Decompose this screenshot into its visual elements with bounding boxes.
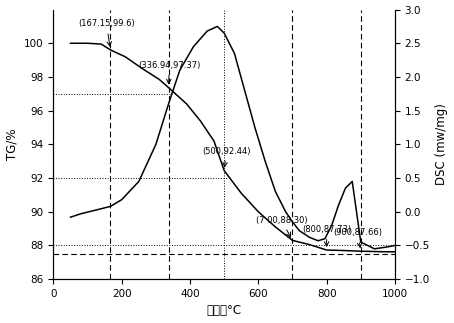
Text: (800,87.73): (800,87.73) [302,225,351,246]
Text: (167.15,99.6): (167.15,99.6) [78,19,135,46]
Text: (900,87.66): (900,87.66) [333,228,382,247]
Text: (500,92.44): (500,92.44) [202,147,251,167]
X-axis label: 温度／°C: 温度／°C [207,305,242,318]
Y-axis label: DSC (mw/mg): DSC (mw/mg) [435,103,449,185]
Text: (7 00,88.30): (7 00,88.30) [256,216,307,237]
Y-axis label: TG/%: TG/% [5,129,19,160]
Text: (336.94,97.37): (336.94,97.37) [138,61,201,84]
